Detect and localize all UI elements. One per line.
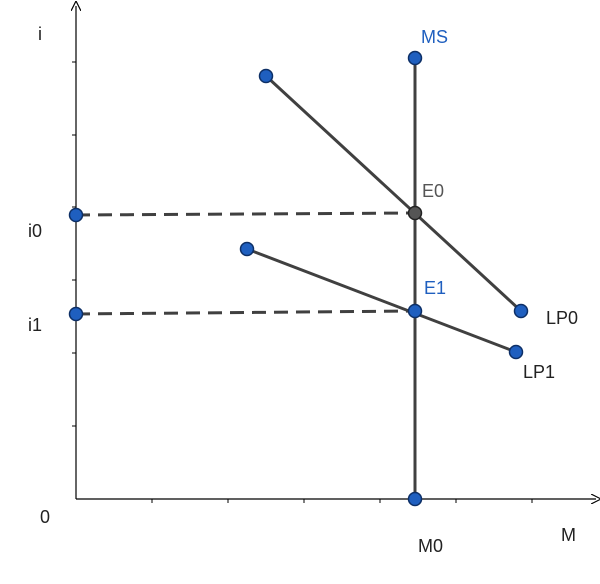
e0-label: E0 [422, 181, 444, 201]
lp0-end-point[interactable] [513, 303, 529, 319]
y-axis-ticks [72, 61, 76, 427]
x-axis-label: M [561, 525, 576, 545]
i0-guide-line [75, 211, 416, 217]
lp1-end-point[interactable] [508, 344, 524, 360]
lp1-start-point[interactable] [239, 241, 255, 257]
lp1-line [246, 247, 517, 354]
i0-label: i0 [28, 221, 42, 241]
ms-label: MS [421, 27, 448, 47]
origin-label: 0 [40, 507, 50, 527]
i1-guide-line [75, 309, 416, 316]
points [68, 50, 529, 507]
e1-label: E1 [424, 278, 446, 298]
ms-top-point[interactable] [407, 50, 423, 66]
lp0-line [264, 74, 523, 313]
i1-label: i1 [28, 315, 42, 335]
y-axis-label: i [38, 24, 42, 44]
i0-point[interactable] [68, 207, 84, 223]
lp1-label: LP1 [523, 362, 555, 382]
i1-point[interactable] [68, 306, 84, 322]
lp0-start-point[interactable] [258, 68, 274, 84]
lp0-label: LP0 [546, 308, 578, 328]
e1-point[interactable] [407, 303, 423, 319]
m0-label: M0 [418, 536, 443, 556]
x-axis-ticks [151, 499, 533, 503]
e0-point[interactable] [407, 205, 423, 221]
m0-point[interactable] [407, 491, 423, 507]
